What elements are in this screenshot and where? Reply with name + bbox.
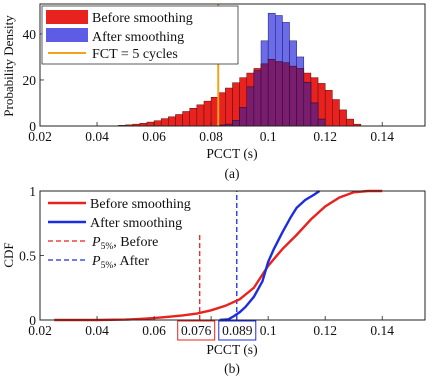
x-tick-label-b: 0.04 — [85, 323, 109, 338]
x-ticks-b: 0.02 0.04 0.06 0.1 0.12 0.14 — [28, 316, 394, 338]
bar-before — [346, 118, 354, 127]
x-tick-label-a: 0.06 — [142, 129, 166, 144]
bar-before — [153, 120, 162, 127]
bar-before — [189, 108, 198, 127]
cdf-line-after — [219, 190, 321, 322]
p5-before-value-box — [177, 320, 216, 341]
p5-before-suffix: , Before — [113, 235, 158, 250]
x-axis-label-a: PCCT (s) — [206, 146, 257, 161]
bar-overlap — [317, 118, 326, 127]
bar-before — [324, 90, 333, 127]
bar-before — [210, 96, 219, 127]
legend-label-before-a: Before smoothing — [92, 11, 193, 26]
y-tick-label-b: 0 — [29, 313, 36, 328]
legend-a: Before smoothing After smoothing FCT = 5… — [41, 5, 239, 65]
bar-overlap — [232, 119, 240, 127]
y-ticks-a: 0 20 40 — [23, 27, 44, 134]
bar-overlap — [310, 102, 319, 127]
bar-before — [217, 92, 226, 127]
panel-label-b: (b) — [224, 361, 240, 376]
legend-label-after-a: After smoothing — [92, 30, 184, 45]
p5-subscript: 5% — [101, 261, 114, 271]
legend-b: Before smoothing After smoothing P5%, Be… — [48, 197, 191, 271]
y-tick-label-b: 1 — [29, 184, 36, 199]
x-axis-label-b: PCCT (s) — [206, 342, 257, 357]
bar-overlap — [296, 68, 305, 127]
bar-overlap — [275, 61, 283, 127]
bar-overlap — [282, 62, 290, 127]
legend-label-p5-before: P5%, Before — [91, 235, 158, 252]
x-tick-label-a: 0.1 — [260, 129, 277, 144]
p5-after-suffix: , After — [113, 254, 149, 269]
y-tick-label-a: 40 — [23, 27, 37, 42]
x-tick-label-b: 0.12 — [313, 323, 337, 338]
legend-label-fct-a: FCT = 5 cycles — [92, 47, 178, 62]
x-tick-label-a: 0.02 — [28, 129, 52, 144]
bar-overlap — [289, 65, 297, 127]
bar-overlap — [260, 63, 269, 127]
x-ticks-a: 0.02 0.04 0.06 0.08 0.1 0.12 0.14 — [28, 122, 394, 144]
p5-symbol: P — [91, 254, 101, 269]
bar-before — [196, 104, 205, 127]
legend-label-after-b: After smoothing — [90, 216, 182, 231]
bar-overlap — [253, 70, 262, 127]
bar-overlap — [267, 58, 276, 127]
y-axis-label-b: CDF — [1, 242, 16, 267]
cdf-line-before — [54, 189, 383, 322]
legend-swatch-before-a — [46, 10, 88, 24]
y-axis-label-a: Probability Density — [1, 15, 16, 117]
p5-after-value: 0.089 — [222, 323, 253, 338]
y-tick-label-a: 0 — [29, 119, 36, 134]
legend-label-p5-after: P5%, After — [91, 254, 149, 271]
x-tick-label-b: 0.06 — [142, 323, 166, 338]
bar-overlap — [303, 82, 312, 127]
bar-before — [225, 87, 233, 127]
y-ticks-b: 00.51 — [19, 184, 44, 328]
panel-label-a: (a) — [225, 166, 240, 181]
bar-before — [203, 100, 212, 127]
p5-before-value: 0.076 — [181, 323, 212, 338]
bar-overlap — [239, 107, 248, 127]
p5-subscript: 5% — [101, 242, 114, 252]
bar-before — [232, 82, 240, 127]
y-tick-label-b: 0.5 — [19, 249, 36, 264]
bar-before — [175, 114, 183, 127]
axes-box-a — [39, 3, 426, 127]
x-tick-label-b: 0.02 — [28, 323, 52, 338]
bar-before — [182, 111, 190, 127]
bar-before — [339, 109, 347, 127]
legend-label-before-b: Before smoothing — [90, 197, 191, 212]
p5-after-value-box — [218, 320, 257, 341]
x-tick-label-a: 0.12 — [313, 129, 337, 144]
x-tick-label-b: 0.14 — [370, 323, 394, 338]
x-tick-label-a: 0.14 — [370, 129, 394, 144]
panel-b: 0.02 0.04 0.06 0.1 0.12 0.14 00.51 0.076 0.08… — [1, 184, 426, 376]
x-tick-label-b: 0.1 — [260, 323, 277, 338]
bar-before — [332, 99, 340, 127]
x-tick-label-a: 0.08 — [199, 129, 223, 144]
y-tick-label-a: 20 — [23, 73, 37, 88]
bar-before — [168, 116, 176, 127]
p5-symbol: P — [91, 235, 101, 250]
bar-before — [160, 118, 169, 127]
histogram-overlap — [217, 58, 326, 127]
bar-overlap — [246, 86, 255, 127]
legend-swatch-after-a — [46, 28, 88, 42]
x-tick-label-a: 0.04 — [85, 129, 109, 144]
panel-a: 0.02 0.04 0.06 0.08 0.1 0.12 0.14 0 20 40 PCCT (… — [1, 3, 426, 181]
plot-area-b — [40, 191, 425, 320]
bar-before — [146, 121, 155, 127]
